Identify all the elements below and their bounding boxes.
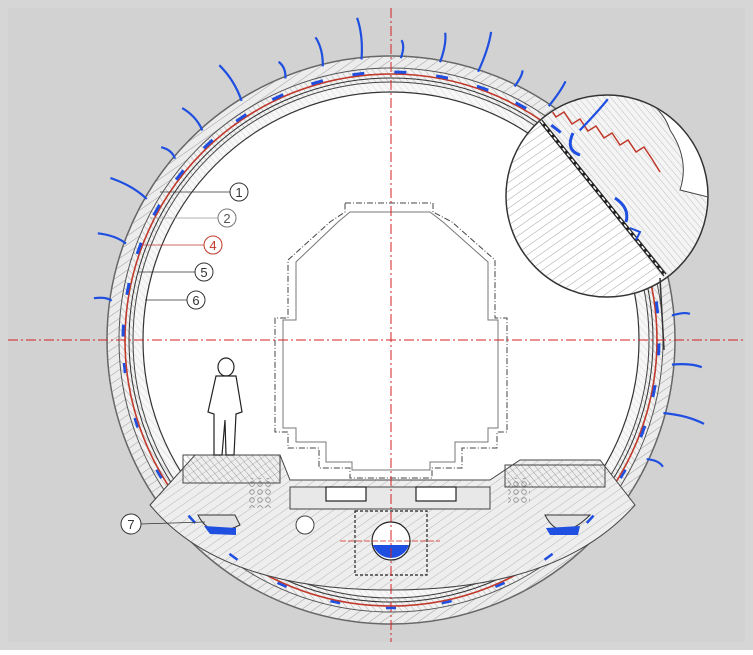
callout-5-label: 5 [200, 265, 207, 280]
rail-sleeper-right [416, 487, 456, 501]
side-drain-pipe [296, 516, 314, 534]
track-bed [290, 487, 490, 509]
callout-1-label: 1 [235, 185, 242, 200]
callout-2-label: 2 [223, 211, 230, 226]
cable-duct-right [508, 478, 530, 503]
drainage-mark [124, 363, 125, 373]
callout-6-label: 6 [192, 293, 199, 308]
rail-sleeper-left [326, 487, 366, 501]
drainage-mark [656, 301, 657, 313]
cable-duct-left [248, 478, 273, 508]
callout-7-label: 7 [127, 517, 134, 532]
drainage-mark [352, 73, 364, 74]
callout-4-label: 4 [209, 238, 216, 253]
